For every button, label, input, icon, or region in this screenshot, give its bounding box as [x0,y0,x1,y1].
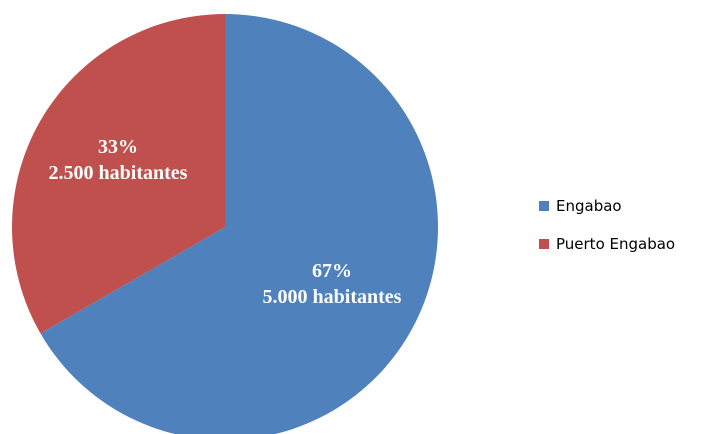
pie-slice-puerto-engabao [12,14,226,334]
pie-labels: 67% 5.000 habitantes 33% 2.500 habitantes [49,136,402,308]
slice-percent-label-puerto-engabao: 33% [98,136,138,158]
legend-swatch-engabao [539,201,549,211]
legend-label-engabao: Engabao [556,197,622,215]
slice-value-label-puerto-engabao: 2.500 habitantes [49,162,188,184]
legend-item-puerto-engabao: Puerto Engabao [539,234,675,254]
slice-percent-label-engabao: 67% [312,260,352,282]
legend-swatch-puerto-engabao [539,239,549,249]
slice-value-label-engabao: 5.000 habitantes [263,286,402,308]
legend-label-puerto-engabao: Puerto Engabao [556,235,676,253]
legend: Engabao Puerto Engabao [539,196,675,272]
pie-slices [12,14,438,434]
pie-slice-engabao [40,14,438,434]
legend-item-engabao: Engabao [539,196,675,216]
